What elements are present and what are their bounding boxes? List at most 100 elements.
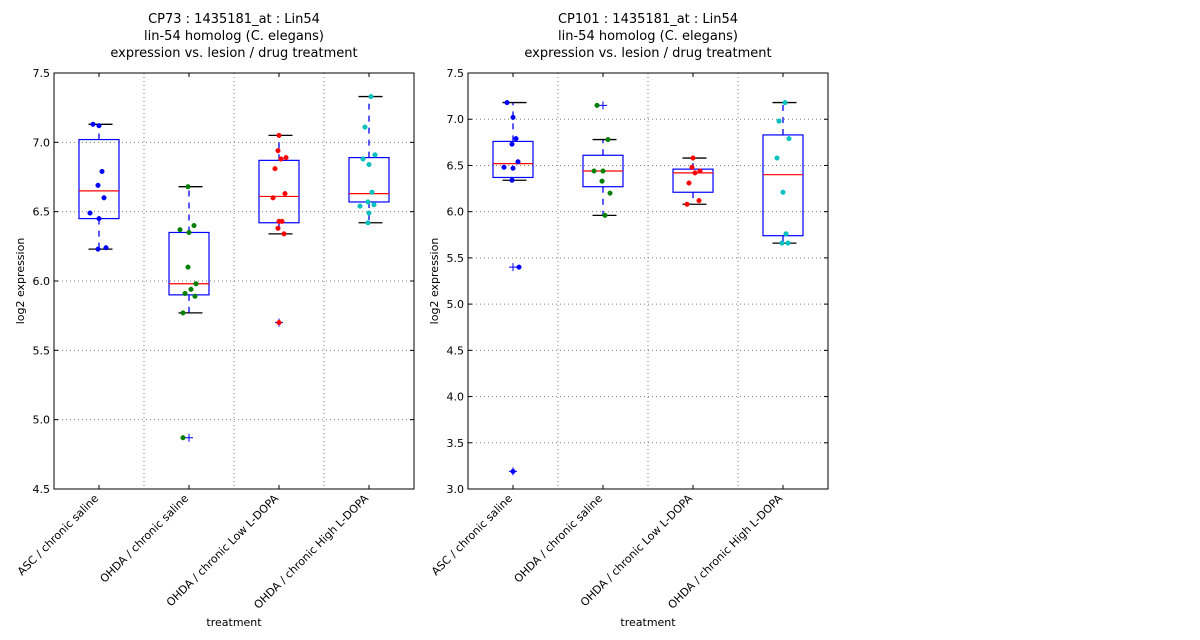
data-point bbox=[99, 168, 105, 175]
data-point bbox=[365, 199, 371, 205]
data-point bbox=[282, 191, 288, 197]
data-point bbox=[278, 156, 284, 162]
data-point bbox=[188, 286, 194, 292]
data-point bbox=[515, 159, 521, 165]
data-point bbox=[786, 136, 792, 142]
box-group bbox=[258, 132, 300, 327]
box-group bbox=[492, 100, 534, 476]
data-point bbox=[774, 155, 780, 161]
data-point bbox=[275, 148, 281, 154]
data-point bbox=[276, 132, 282, 138]
data-point bbox=[186, 229, 192, 236]
x-tick-label: OHDA / chronic saline bbox=[98, 492, 192, 586]
data-point bbox=[96, 123, 102, 129]
y-axis-label: log2 expression bbox=[14, 238, 27, 325]
data-point bbox=[366, 161, 372, 168]
box bbox=[492, 140, 534, 179]
box-group bbox=[78, 121, 120, 252]
x-tick-label: ASC / chronic saline bbox=[15, 492, 101, 578]
data-point bbox=[192, 293, 198, 299]
y-tick-label: 4.0 bbox=[447, 391, 465, 404]
x-axis-label: treatment bbox=[206, 616, 262, 629]
data-point bbox=[689, 164, 695, 170]
y-tick-label: 6.0 bbox=[447, 206, 465, 219]
y-tick-label: 7.5 bbox=[33, 67, 51, 80]
data-point bbox=[607, 190, 613, 196]
box bbox=[258, 159, 300, 224]
box bbox=[78, 138, 120, 220]
x-tick-label: ASC / chronic saline bbox=[429, 492, 515, 578]
box bbox=[762, 134, 804, 237]
y-tick-label: 3.5 bbox=[447, 437, 465, 450]
data-point bbox=[599, 178, 605, 184]
y-tick-label: 4.5 bbox=[33, 483, 51, 496]
y-tick-label: 6.5 bbox=[447, 159, 465, 172]
data-point bbox=[780, 189, 786, 195]
data-point bbox=[779, 240, 785, 246]
data-point bbox=[509, 141, 515, 147]
flier-marker bbox=[509, 263, 517, 272]
data-point bbox=[602, 212, 608, 218]
data-point bbox=[783, 231, 789, 237]
data-point bbox=[510, 114, 516, 120]
chart-panel-2: CP101 : 1435181_at : Lin54 lin-54 homolog… bbox=[428, 12, 829, 629]
box bbox=[168, 231, 210, 296]
box-group bbox=[168, 184, 210, 442]
data-point bbox=[605, 137, 611, 143]
chart-title-line: CP101 : 1435181_at : Lin54 bbox=[558, 12, 738, 27]
flier-marker bbox=[185, 433, 193, 442]
data-point bbox=[510, 165, 516, 171]
data-point bbox=[103, 245, 109, 251]
data-point bbox=[182, 290, 188, 297]
data-point bbox=[692, 170, 698, 176]
data-point bbox=[591, 168, 597, 174]
y-tick-label: 7.5 bbox=[447, 67, 465, 80]
data-point bbox=[785, 240, 791, 246]
data-point bbox=[180, 435, 186, 441]
y-tick-label: 7.0 bbox=[447, 113, 465, 126]
data-point bbox=[279, 218, 285, 224]
chart-title-line: lin-54 homolog (C. elegans) bbox=[558, 29, 738, 44]
y-tick-label: 6.0 bbox=[33, 275, 51, 288]
y-tick-label: 5.0 bbox=[447, 298, 465, 311]
data-point bbox=[697, 168, 703, 174]
data-point bbox=[513, 136, 519, 142]
data-point bbox=[782, 100, 788, 106]
data-point bbox=[281, 231, 287, 237]
chart-title-line: expression vs. lesion / drug treatment bbox=[524, 46, 771, 61]
data-point bbox=[357, 203, 363, 209]
data-point bbox=[776, 118, 782, 124]
data-point bbox=[185, 184, 191, 190]
data-point bbox=[368, 94, 374, 100]
data-point bbox=[180, 310, 186, 316]
data-point bbox=[686, 180, 692, 186]
y-tick-label: 5.5 bbox=[447, 252, 465, 265]
y-tick-label: 5.5 bbox=[33, 344, 51, 357]
data-point bbox=[275, 225, 281, 231]
chart-title-line: expression vs. lesion / drug treatment bbox=[110, 46, 357, 61]
plot-frame bbox=[467, 72, 829, 490]
data-point bbox=[95, 182, 101, 188]
y-tick-label: 4.5 bbox=[447, 344, 465, 357]
data-point bbox=[283, 155, 289, 161]
data-point bbox=[270, 195, 276, 201]
y-tick-label: 7.0 bbox=[33, 136, 51, 149]
data-point bbox=[504, 100, 510, 106]
data-point bbox=[276, 320, 282, 326]
data-point bbox=[372, 152, 378, 158]
data-point bbox=[101, 195, 107, 201]
data-point bbox=[90, 121, 96, 127]
data-point bbox=[177, 227, 183, 233]
data-point bbox=[95, 246, 101, 252]
data-point bbox=[369, 189, 375, 195]
data-point bbox=[371, 202, 377, 208]
data-point bbox=[185, 264, 191, 270]
y-tick-label: 6.5 bbox=[33, 206, 51, 219]
data-point bbox=[516, 264, 522, 270]
box-group bbox=[348, 94, 390, 226]
chart-title-line: lin-54 homolog (C. elegans) bbox=[144, 29, 324, 44]
y-tick-label: 5.0 bbox=[33, 414, 51, 427]
data-point bbox=[193, 281, 199, 287]
data-point bbox=[96, 216, 102, 222]
